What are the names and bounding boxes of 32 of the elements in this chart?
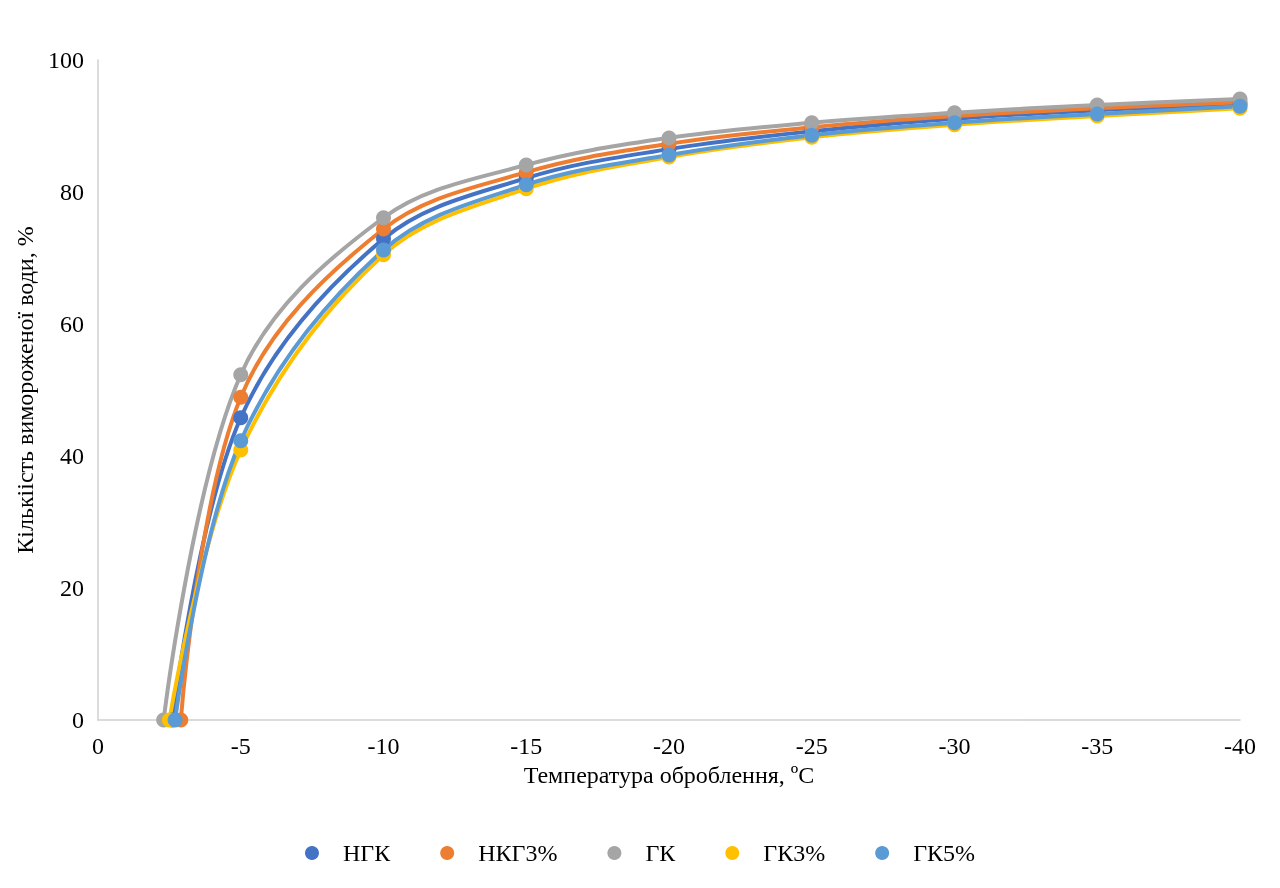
point — [518, 177, 534, 193]
x-tick-label: -10 — [367, 733, 400, 759]
point — [376, 210, 391, 226]
x-tick-label: 0 — [92, 733, 104, 759]
x-tick-label: -5 — [230, 733, 251, 759]
y-tick-label: 80 — [60, 179, 84, 205]
y-tick-label: 60 — [60, 311, 84, 337]
x-tick-label: -25 — [795, 733, 828, 759]
legend-label: ГК — [645, 840, 677, 866]
y-tick-label: 20 — [60, 575, 84, 601]
y-tick-label: 0 — [72, 707, 84, 733]
legend-label: НГК — [342, 840, 392, 866]
x-tick-label: -15 — [510, 733, 543, 759]
y-tick-label: 40 — [60, 443, 84, 469]
point — [376, 242, 391, 258]
x-tick-label: -30 — [938, 733, 971, 759]
x-tick-label: -40 — [1224, 733, 1256, 759]
point — [233, 367, 249, 383]
point — [233, 410, 249, 426]
x-tick-label: -35 — [1081, 733, 1114, 759]
x-axis-title: Температура оброблення, ºС — [523, 761, 815, 788]
point — [518, 157, 534, 173]
point — [233, 433, 249, 449]
legend-label: ГК3% — [763, 840, 826, 866]
y-tick-label: 100 — [48, 47, 84, 73]
point — [804, 115, 820, 131]
legend-label: ГК5% — [913, 840, 976, 866]
x-tick-label: -20 — [653, 733, 685, 759]
y-axis-title: Кількіість вимороженої води, % — [12, 226, 39, 554]
point — [661, 130, 677, 146]
legend-label: НКГ3% — [478, 840, 558, 866]
point — [233, 389, 249, 405]
